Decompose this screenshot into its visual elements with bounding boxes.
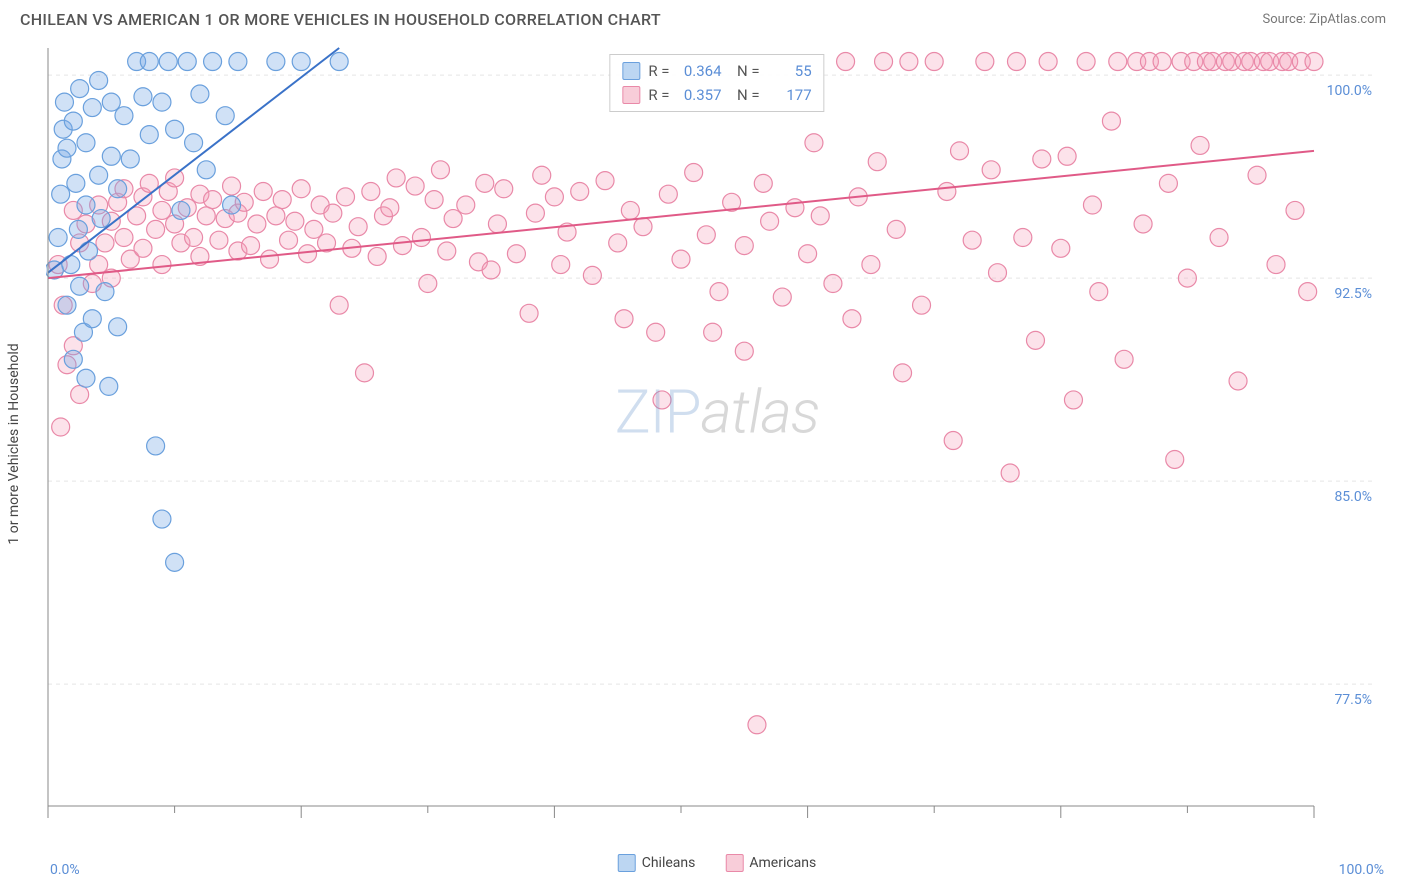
svg-text:92.5%: 92.5% bbox=[1334, 286, 1372, 302]
stats-row-b: R = 0.357 N = 177 bbox=[622, 83, 811, 107]
x-axis-labels: 0.0% 100.0% bbox=[46, 862, 1388, 878]
stat-n-b: 177 bbox=[768, 83, 812, 107]
stat-n-label: N = bbox=[730, 83, 760, 107]
stat-r-b: 0.357 bbox=[678, 83, 722, 107]
svg-text:85.0%: 85.0% bbox=[1334, 489, 1372, 505]
x-max-label: 100.0% bbox=[1339, 862, 1384, 878]
swatch-chileans-icon bbox=[622, 62, 640, 80]
source-label: Source: ZipAtlas.com bbox=[1262, 12, 1386, 27]
stats-row-a: R = 0.364 N = 55 bbox=[622, 59, 811, 83]
stat-r-label: R = bbox=[648, 59, 669, 83]
stat-n-a: 55 bbox=[768, 59, 812, 83]
stats-box: R = 0.364 N = 55 R = 0.357 N = 177 bbox=[609, 54, 824, 112]
swatch-americans-icon bbox=[622, 86, 640, 104]
stat-r-label: R = bbox=[648, 83, 669, 107]
x-min-label: 0.0% bbox=[50, 862, 80, 878]
stat-r-a: 0.364 bbox=[678, 59, 722, 83]
chart-area: 1 or more Vehicles in Household 77.5%85.… bbox=[46, 46, 1388, 842]
scatter-plot: 77.5% 85.0% 92.5% 100.0% bbox=[46, 46, 1376, 826]
chart-title: CHILEAN VS AMERICAN 1 OR MORE VEHICLES I… bbox=[20, 10, 661, 29]
svg-text:100.0%: 100.0% bbox=[1327, 83, 1372, 99]
y-axis-label: 1 or more Vehicles in Household bbox=[6, 343, 22, 544]
svg-text:77.5%: 77.5% bbox=[1334, 692, 1372, 708]
chart-header: CHILEAN VS AMERICAN 1 OR MORE VEHICLES I… bbox=[0, 0, 1406, 39]
stat-n-label: N = bbox=[730, 59, 760, 83]
